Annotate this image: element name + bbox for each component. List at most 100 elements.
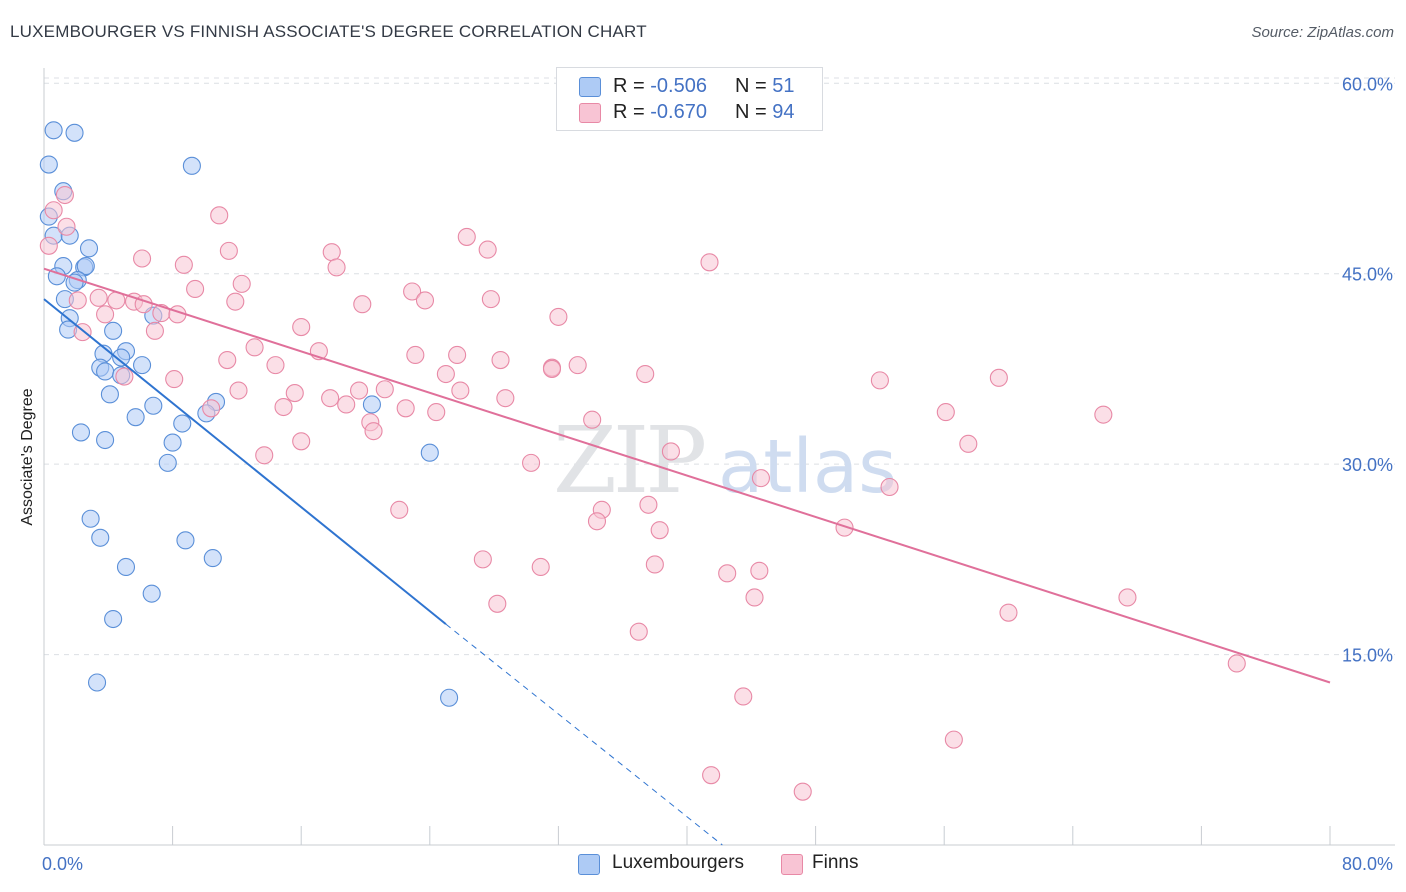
finn-point <box>488 594 507 613</box>
finn-point <box>639 495 658 514</box>
finn-point <box>186 279 205 299</box>
y-tick-label: 60.0% <box>1342 74 1393 94</box>
luxembourger-point <box>87 673 107 692</box>
finn-point <box>989 368 1008 387</box>
y-tick-label: 45.0% <box>1342 265 1393 285</box>
y-tick-label: 15.0% <box>1342 646 1393 666</box>
source-label: Source: ZipAtlas.com <box>1251 24 1394 41</box>
finn-point <box>478 240 497 259</box>
finn-point <box>403 282 422 301</box>
finn-point <box>255 446 274 465</box>
finn-point <box>133 249 152 268</box>
finn-point <box>274 397 293 417</box>
finn-point <box>337 395 356 414</box>
luxembourgers-points <box>39 121 459 707</box>
finn-point <box>583 410 602 429</box>
finn-point <box>396 399 415 418</box>
luxembourger-point <box>44 121 63 140</box>
finn-point <box>531 557 550 577</box>
chart-title: LUXEMBOURGER VS FINNISH ASSOCIATE'S DEGR… <box>10 22 647 41</box>
finn-point <box>57 217 76 236</box>
finn-point <box>451 381 470 400</box>
finn-point <box>292 432 311 451</box>
finn-point <box>375 380 394 399</box>
finn-point <box>427 403 446 422</box>
legend-swatch-luxembourgers <box>579 77 601 97</box>
luxembourger-point <box>173 414 192 433</box>
finn-point <box>39 236 58 255</box>
luxembourger-point <box>440 688 459 707</box>
finn-point <box>959 434 978 453</box>
luxembourger-point <box>133 356 152 375</box>
finn-point <box>491 351 510 370</box>
stats-legend: R = -0.506 N = 51 R = -0.670 N = 94 <box>556 67 823 131</box>
finn-point <box>68 291 87 310</box>
finn-point <box>245 338 264 357</box>
finn-point <box>415 291 435 310</box>
legend-swatch-finns <box>579 103 601 123</box>
luxembourger-point <box>116 557 136 577</box>
legend-label-luxembourgers: Luxembourgers <box>612 852 745 873</box>
luxembourger-point <box>420 443 439 462</box>
luxembourger-point <box>362 395 381 414</box>
luxembourger-point <box>182 156 201 175</box>
finns-points <box>39 185 1246 801</box>
finn-point <box>202 399 221 418</box>
finn-point <box>1118 588 1137 607</box>
legend-label-finns: Finns <box>812 852 859 873</box>
finn-point <box>568 356 587 375</box>
finn-point <box>835 518 854 537</box>
finn-point <box>750 561 769 580</box>
luxembourger-point <box>79 239 99 258</box>
watermark-atlas: atlas <box>718 424 897 510</box>
finn-point <box>96 305 115 324</box>
luxembourger-point <box>100 385 119 404</box>
finn-point <box>636 364 655 384</box>
finn-point <box>174 255 193 274</box>
finn-point <box>457 227 476 246</box>
luxembourger-point <box>96 430 115 450</box>
legend-r-value-finns: -0.670 <box>650 101 707 123</box>
finn-point <box>718 564 737 583</box>
series-legend: Luxembourgers Finns <box>0 852 1406 878</box>
finn-point <box>165 370 184 389</box>
finn-point <box>350 381 369 400</box>
finn-point <box>145 321 164 340</box>
watermark-zip: ZIP <box>553 407 704 514</box>
luxembourgers-trendline <box>43 298 447 625</box>
gridlines <box>44 77 1395 656</box>
finn-point <box>232 274 251 293</box>
finn-point <box>89 288 108 307</box>
finn-point <box>734 687 753 706</box>
watermark: ZIP atlas <box>553 407 897 514</box>
legend-n-label: N = <box>735 75 767 97</box>
legend-n-value-luxembourgers: 51 <box>772 75 795 97</box>
finn-point <box>210 206 229 225</box>
finn-point <box>55 185 74 205</box>
y-tick-label: 30.0% <box>1342 455 1393 475</box>
luxembourger-point <box>126 408 145 427</box>
finns-trendline <box>43 267 1331 684</box>
luxembourger-point <box>112 348 131 367</box>
finn-point <box>661 442 680 461</box>
legend-row-finns: R = -0.670 N = 94 <box>557 101 822 125</box>
finn-point <box>219 241 238 260</box>
finn-point <box>115 367 134 386</box>
finn-point <box>44 201 63 220</box>
luxembourger-point <box>176 531 195 550</box>
luxembourger-point <box>81 509 100 528</box>
legend-n-value-finns: 94 <box>772 101 795 123</box>
finn-point <box>870 371 889 390</box>
finn-point <box>880 477 899 497</box>
finn-point <box>522 453 541 472</box>
finn-point <box>549 307 568 326</box>
finn-point <box>229 381 248 400</box>
finn-point <box>587 512 607 531</box>
finn-point <box>542 359 562 378</box>
finn-point <box>448 345 467 365</box>
finn-point <box>321 389 340 408</box>
luxembourger-point <box>104 321 123 340</box>
finn-point <box>436 364 455 384</box>
finn-point <box>645 555 664 574</box>
